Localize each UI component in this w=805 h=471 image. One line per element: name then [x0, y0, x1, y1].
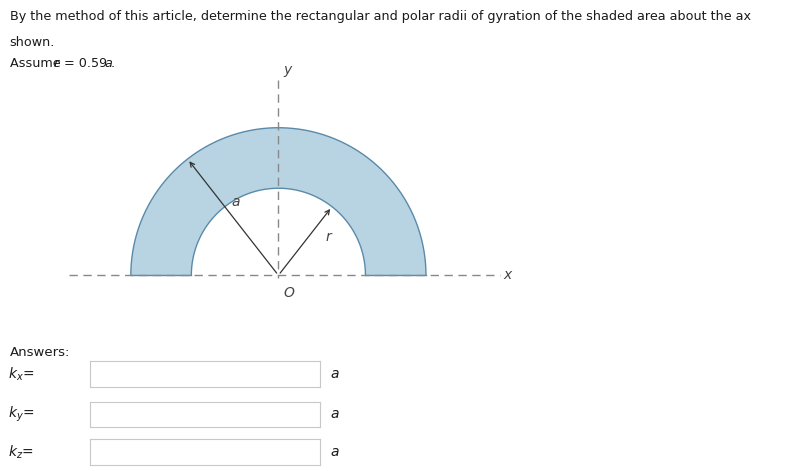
Text: .: . [111, 57, 115, 71]
Text: i: i [75, 367, 80, 382]
Text: a: a [105, 57, 113, 71]
Text: shown.: shown. [10, 36, 55, 49]
Text: $y$: $y$ [283, 64, 294, 79]
Text: $a$: $a$ [330, 407, 340, 422]
Text: $a$: $a$ [330, 445, 340, 459]
Text: Assume: Assume [10, 57, 64, 71]
Text: i: i [75, 407, 80, 422]
Text: $k_y\!=\!$: $k_y\!=\!$ [8, 405, 35, 424]
Text: i: i [75, 445, 80, 459]
Text: $O$: $O$ [283, 285, 295, 300]
Text: $a$: $a$ [330, 367, 340, 382]
Text: $k_z\!=\!$: $k_z\!=\!$ [8, 444, 34, 461]
Text: $r$: $r$ [325, 230, 333, 244]
Text: r: r [53, 57, 59, 71]
Text: Answers:: Answers: [10, 346, 70, 359]
Text: $k_x\!=\!$: $k_x\!=\!$ [8, 366, 35, 383]
Polygon shape [130, 128, 426, 276]
Text: $a$: $a$ [231, 195, 241, 209]
Text: $x$: $x$ [502, 268, 514, 282]
Text: By the method of this article, determine the rectangular and polar radii of gyra: By the method of this article, determine… [10, 10, 750, 24]
Text: = 0.59: = 0.59 [60, 57, 107, 71]
